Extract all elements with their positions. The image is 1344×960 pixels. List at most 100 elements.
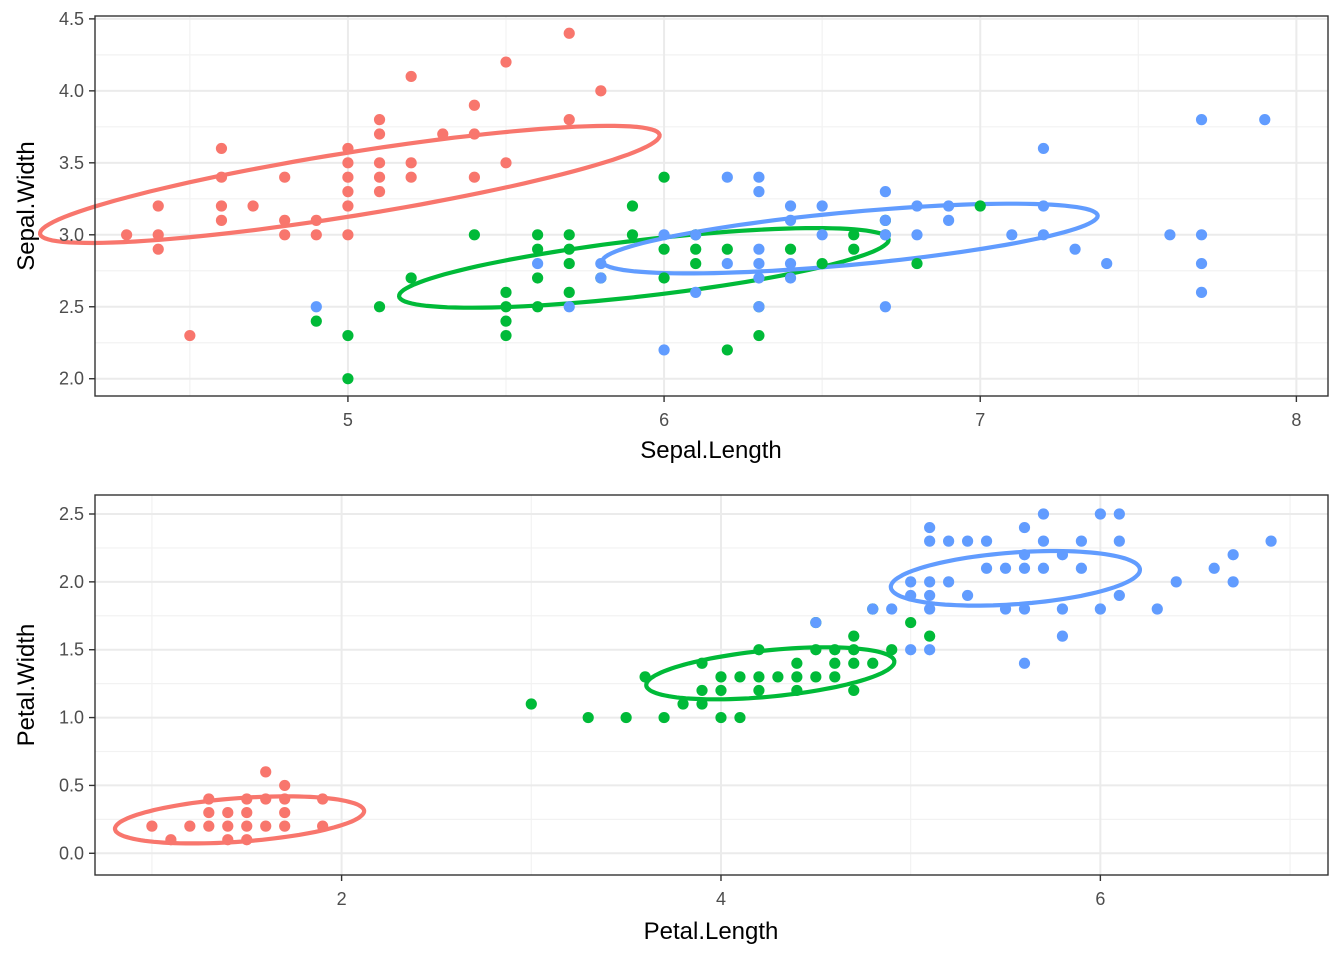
data-point <box>342 229 354 241</box>
x-tick-label: 2 <box>337 889 347 909</box>
data-point <box>961 589 974 602</box>
data-point <box>721 243 733 255</box>
data-point <box>1259 114 1271 126</box>
data-point <box>816 229 828 241</box>
panel-petal-border <box>94 494 1329 876</box>
data-point <box>279 820 291 832</box>
data-point <box>626 200 639 212</box>
y-tick-label: 1.5 <box>59 640 84 660</box>
data-point <box>784 272 797 284</box>
data-point <box>241 806 253 819</box>
x-tick-label: 7 <box>975 410 985 430</box>
data-point <box>405 272 417 284</box>
y-tick-label: 2.5 <box>59 297 84 317</box>
data-point <box>260 820 272 832</box>
y-tick-label: 1.0 <box>59 708 84 728</box>
data-point <box>373 128 386 140</box>
data-point <box>911 229 923 241</box>
data-point <box>310 315 322 327</box>
x-tick-label: 8 <box>1291 410 1301 430</box>
data-point <box>222 834 234 846</box>
data-point <box>1037 535 1050 547</box>
data-point <box>342 186 354 198</box>
panel-petal-ellipses <box>112 548 1143 846</box>
data-point <box>1006 229 1018 241</box>
data-point <box>848 630 860 642</box>
data-point <box>247 200 259 212</box>
data-point <box>373 171 386 183</box>
data-point <box>563 301 575 313</box>
data-point <box>626 229 639 241</box>
data-point <box>715 711 727 724</box>
data-point <box>721 257 733 270</box>
data-point <box>152 243 164 255</box>
data-point <box>500 157 512 169</box>
data-point <box>696 684 708 697</box>
data-point <box>203 806 215 819</box>
data-point <box>810 671 822 683</box>
panel-sepal-grid <box>95 16 1328 396</box>
data-point <box>310 229 322 241</box>
data-point <box>816 257 828 270</box>
data-point <box>146 820 158 832</box>
data-point <box>677 698 689 710</box>
data-point <box>690 229 702 241</box>
data-point <box>317 820 329 832</box>
data-point <box>734 711 746 724</box>
data-point <box>772 671 784 683</box>
y-tick-label: 2.0 <box>59 572 84 592</box>
data-point <box>1056 549 1069 561</box>
data-point <box>1208 562 1220 574</box>
data-point <box>595 272 607 284</box>
data-point <box>222 820 234 832</box>
data-point <box>848 644 860 656</box>
data-point <box>500 286 512 298</box>
data-point <box>784 200 797 212</box>
data-point <box>1170 576 1182 588</box>
data-point <box>532 301 544 313</box>
data-point <box>582 711 594 724</box>
data-point <box>342 157 354 169</box>
data-point <box>943 535 955 547</box>
data-point <box>879 186 891 198</box>
panel-sepal-border <box>94 15 1329 397</box>
data-point <box>279 229 291 241</box>
data-point <box>165 834 177 846</box>
data-point <box>886 644 898 656</box>
data-point <box>753 329 765 342</box>
data-point <box>620 711 632 724</box>
data-point <box>721 171 733 183</box>
data-point <box>753 684 765 697</box>
y-axis-title: Petal.Width <box>13 624 40 747</box>
data-point <box>310 214 322 226</box>
data-point <box>215 200 228 212</box>
data-point <box>1113 589 1125 602</box>
data-point <box>924 589 936 602</box>
data-point <box>152 229 164 241</box>
data-point <box>1037 142 1050 155</box>
data-point <box>658 272 670 284</box>
data-point <box>658 243 670 255</box>
data-point <box>342 329 354 342</box>
data-point <box>905 616 917 629</box>
data-point <box>1018 603 1031 615</box>
data-point <box>241 834 253 846</box>
data-point <box>532 229 544 241</box>
data-point <box>639 671 651 683</box>
data-point <box>905 589 917 602</box>
data-point <box>342 171 354 183</box>
data-point <box>1056 603 1069 615</box>
data-point <box>1195 229 1208 241</box>
data-point <box>1151 603 1163 615</box>
data-point <box>829 644 841 656</box>
data-point <box>961 535 974 547</box>
data-point <box>405 70 417 83</box>
data-point <box>999 603 1012 615</box>
data-point <box>848 684 860 697</box>
data-point <box>867 603 879 615</box>
panel-petal-frame <box>95 495 1328 875</box>
data-point <box>1265 535 1277 547</box>
data-point <box>500 56 512 68</box>
data-point <box>468 229 480 241</box>
data-point <box>943 214 955 226</box>
